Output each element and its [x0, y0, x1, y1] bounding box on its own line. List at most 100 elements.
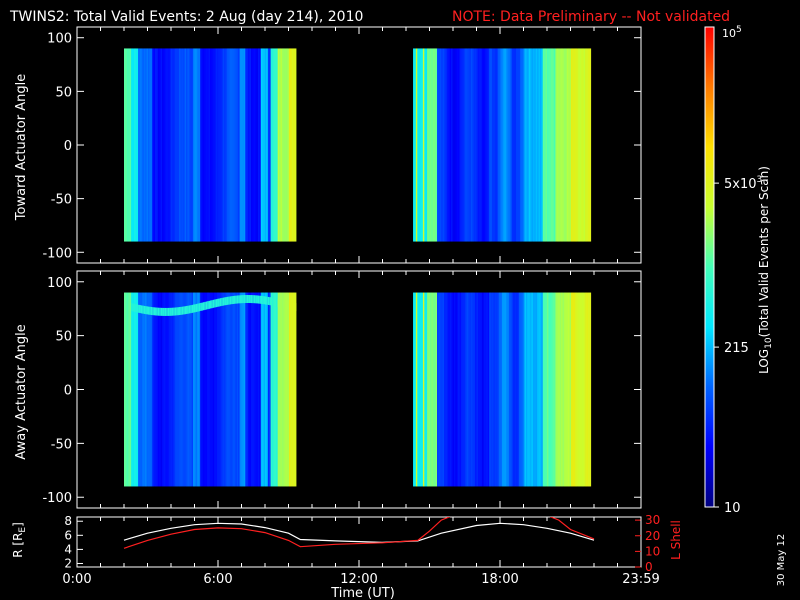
heatmap-column [272, 292, 274, 487]
heatmap-band [257, 295, 260, 304]
heatmap-band [152, 307, 155, 316]
heatmap-column [441, 292, 444, 487]
heatmap-column [260, 292, 263, 487]
heatmap-column [159, 48, 162, 242]
heatmap-column [486, 48, 489, 242]
heatmap-column [475, 48, 477, 242]
heatmap-column [138, 292, 140, 487]
heatmap-column [434, 292, 437, 487]
heatmap-column [513, 48, 515, 242]
heatmap-column [140, 48, 143, 242]
heatmap-column [288, 292, 291, 487]
heatmap-column [139, 292, 142, 487]
heatmap-column [245, 48, 248, 242]
heatmap-column [459, 48, 462, 242]
heatmap-column [248, 292, 250, 487]
heatmap-column [215, 48, 218, 242]
heatmap-column [257, 48, 260, 242]
heatmap-band [131, 303, 133, 312]
heatmap-column [435, 48, 438, 242]
heatmap-column [184, 48, 187, 242]
heatmap-column [523, 48, 525, 242]
heatmap-column [256, 48, 259, 242]
heatmap-column [283, 292, 286, 487]
y-tick-label-right: 30 [645, 513, 660, 527]
y-tick-label: 2 [64, 556, 72, 570]
heatmap-column [421, 292, 424, 487]
heatmap-column [212, 292, 215, 487]
heatmap-column [429, 292, 432, 487]
heatmap-band [146, 306, 149, 315]
heatmap-column [578, 292, 580, 487]
heatmap-band [255, 295, 257, 304]
heatmap-band [140, 305, 143, 314]
heatmap-column [279, 48, 281, 242]
heatmap-band [215, 299, 218, 308]
heatmap-column [583, 292, 586, 487]
heatmap-column [435, 292, 438, 487]
heatmap-band [269, 297, 272, 306]
heatmap-column [266, 292, 269, 487]
heatmap-band [173, 307, 176, 316]
heatmap-column [128, 292, 131, 487]
heatmap-column [414, 48, 417, 242]
heatmap-column [561, 48, 563, 242]
heatmap-column [537, 292, 539, 487]
heatmap-column [462, 292, 465, 487]
heatmap-column [484, 292, 487, 487]
heatmap-column [562, 48, 565, 242]
heatmap-column [136, 292, 139, 487]
heatmap-column [427, 48, 429, 242]
heatmap-band [164, 307, 167, 316]
colorbar-gradient [705, 27, 714, 507]
heatmap-column [470, 292, 473, 487]
heatmap-column [569, 292, 572, 487]
heatmap-column [549, 48, 552, 242]
heatmap-column [480, 292, 483, 487]
heatmap-column [255, 292, 257, 487]
y-tick-label-right: 0 [645, 560, 653, 574]
heatmap-column [131, 48, 133, 242]
heatmap-column [164, 292, 167, 487]
heatmap-column [487, 48, 490, 242]
heatmap-column [274, 292, 277, 487]
lshell-ylabel: L Shell [669, 520, 683, 560]
heatmap-band [252, 295, 255, 304]
heatmap-column [124, 48, 126, 242]
heatmap-column [139, 48, 142, 242]
heatmap-band [280, 299, 283, 308]
heatmap-column [460, 292, 463, 487]
heatmap-column [169, 48, 171, 242]
heatmap-column [490, 48, 493, 242]
heatmap-column [486, 292, 489, 487]
heatmap-band [200, 302, 202, 311]
heatmap-column [504, 292, 507, 487]
heatmap-column [201, 292, 204, 487]
heatmap-column [544, 48, 546, 242]
heatmap-band [210, 300, 212, 309]
heatmap-column [217, 48, 219, 242]
heatmap-column [449, 48, 452, 242]
heatmap-band [156, 307, 159, 316]
heatmap-column [582, 292, 585, 487]
heatmap-band [232, 295, 235, 304]
heatmap-band [149, 306, 152, 315]
heatmap-column [131, 292, 133, 487]
heatmap-column [281, 48, 284, 242]
heatmap-column [415, 292, 418, 487]
heatmap-column [202, 48, 205, 242]
heatmap-band [233, 295, 236, 304]
heatmap-band [166, 307, 169, 316]
heatmap-column [573, 292, 576, 487]
heatmap-column [245, 292, 248, 487]
heatmap-column [442, 292, 445, 487]
heatmap-band [207, 301, 209, 310]
heatmap-band [170, 307, 173, 316]
heatmap-column [246, 48, 249, 242]
heatmap-column [140, 292, 143, 487]
heatmap-column [232, 48, 235, 242]
heatmap-column [552, 48, 555, 242]
heatmap-column [147, 48, 150, 242]
colorbar-max-label: 105 [722, 25, 742, 40]
